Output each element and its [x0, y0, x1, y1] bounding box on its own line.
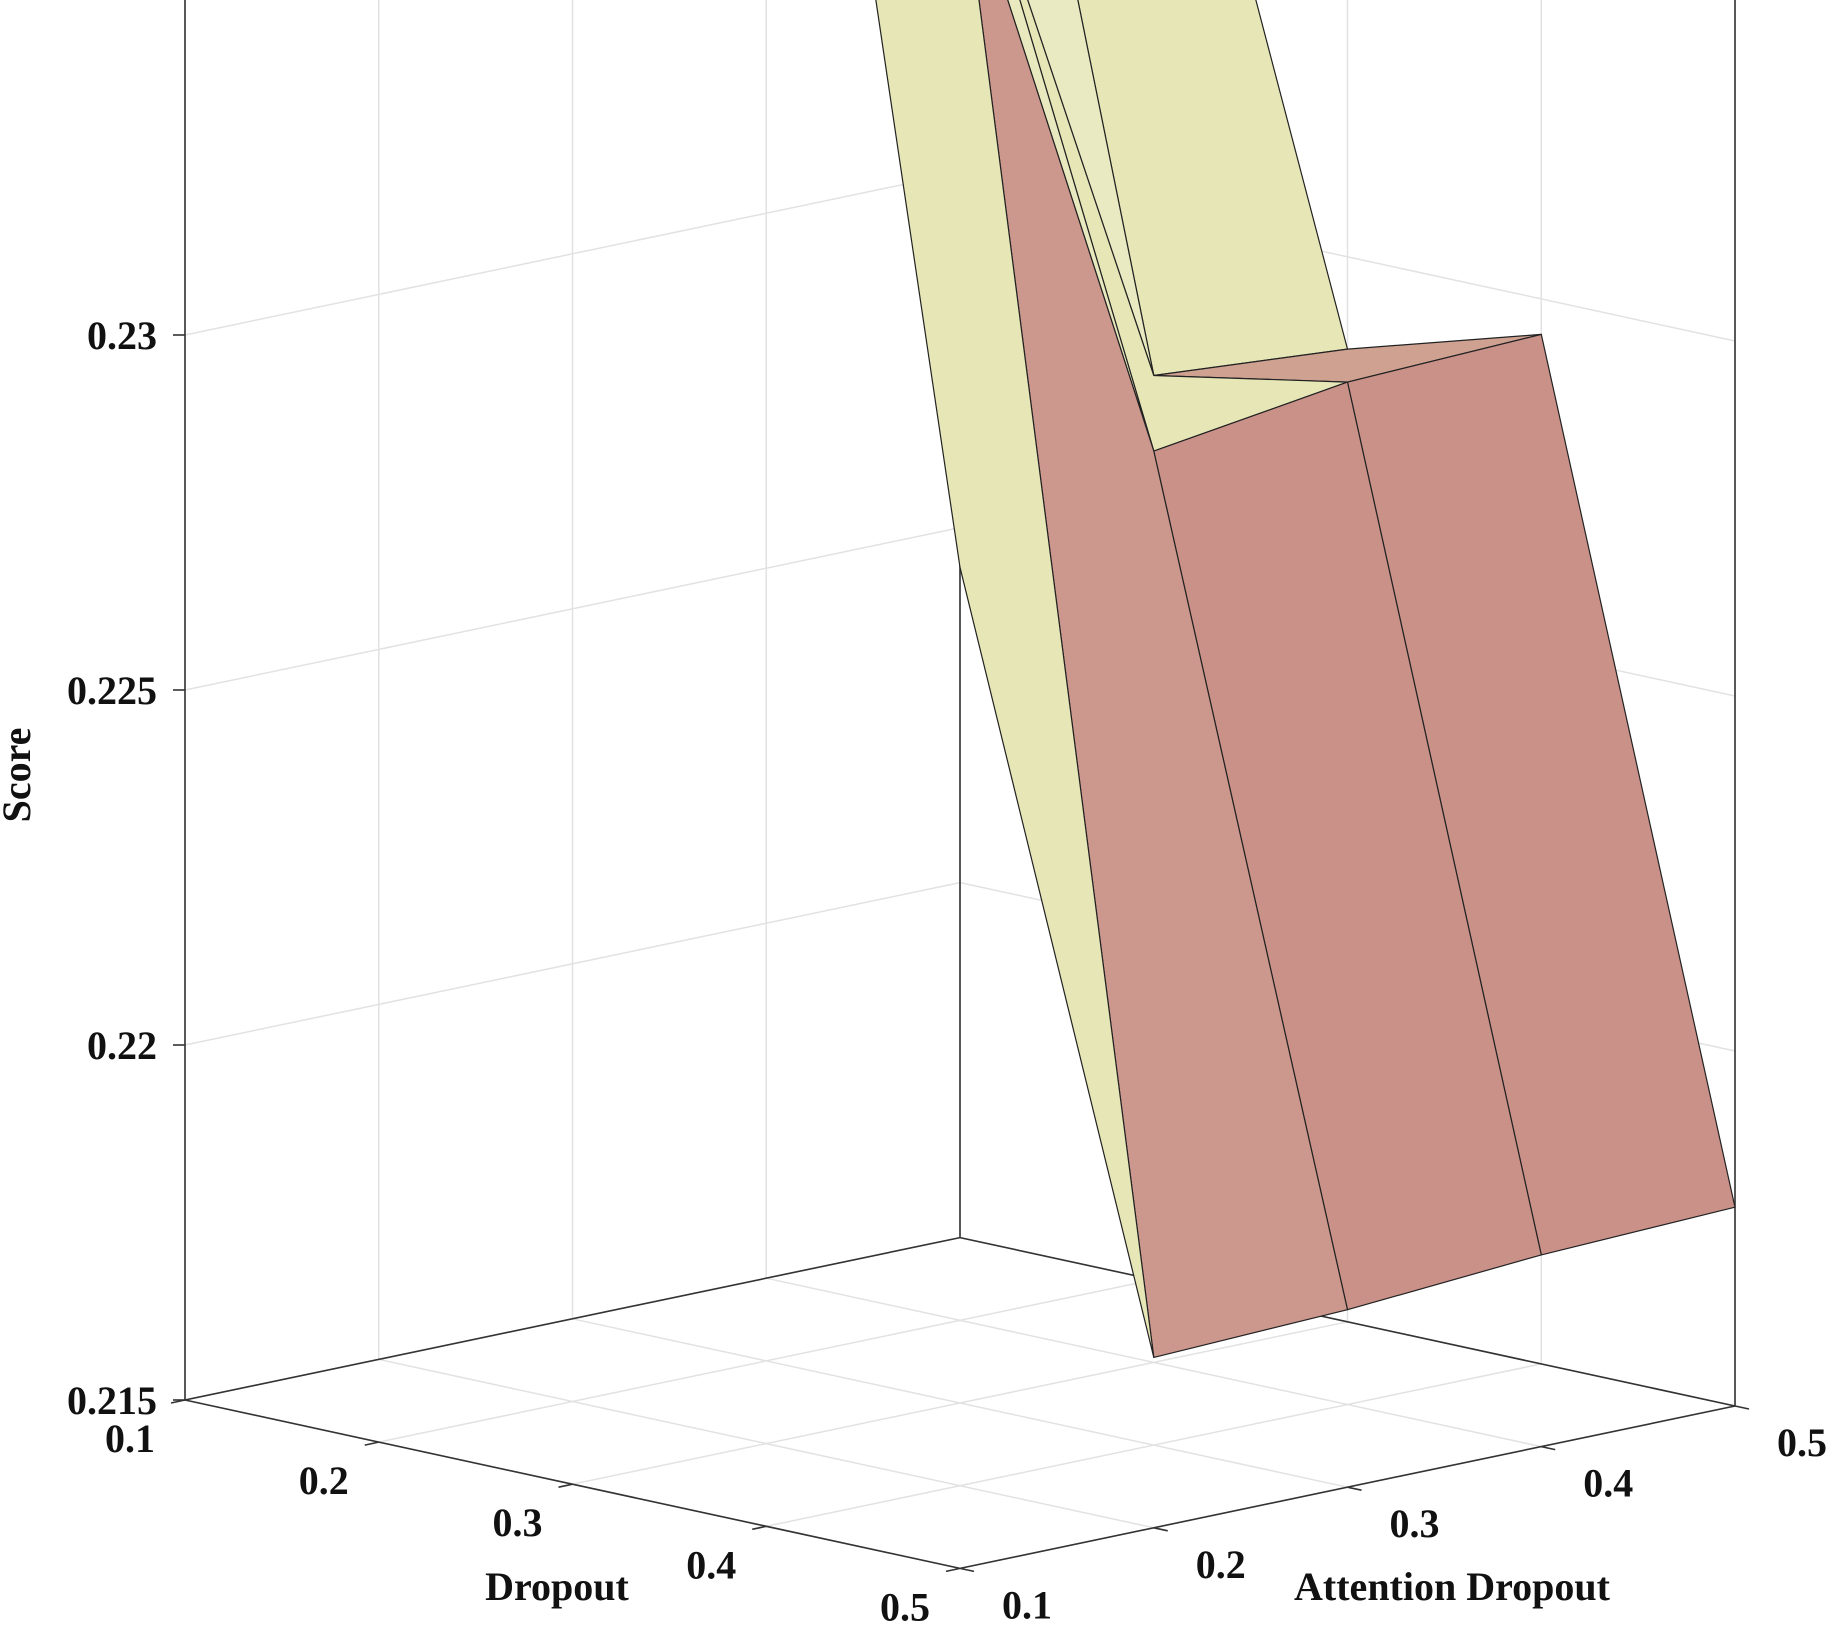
y-tick-mark [1734, 1405, 1750, 1410]
z-tick-label: 0.215 [67, 1378, 157, 1423]
z-tick-label: 0.23 [87, 313, 157, 358]
surface [875, 0, 1736, 1359]
z-tick-label: 0.235 [67, 0, 157, 3]
grid-line [572, 1318, 1348, 1488]
x-tick-mark [558, 1483, 573, 1488]
y-tick-label: 0.2 [1196, 1542, 1246, 1587]
x-tick-mark [364, 1441, 379, 1446]
axis-line [959, 1236, 1736, 1407]
z-tick-label: 0.225 [67, 668, 157, 713]
x-tick-label: 0.3 [493, 1500, 543, 1545]
y-axis-title: Attention Dropout [1294, 1564, 1611, 1609]
y-tick-label: 0.3 [1390, 1501, 1440, 1546]
y-tick-mark [959, 1567, 975, 1573]
tick-labels: 0.2150.220.2250.230.2350.240.2450.250.10… [67, 0, 1827, 1629]
grid-line [766, 1277, 1542, 1448]
z-axis-title: Score [0, 728, 39, 823]
y-tick-mark [1153, 1527, 1168, 1532]
y-tick-label: 0.4 [1583, 1461, 1633, 1506]
x-tick-label: 0.2 [299, 1458, 349, 1503]
x-tick-label: 0.4 [686, 1542, 736, 1587]
surface-patch [875, 0, 1155, 1359]
z-tick-label: 0.22 [87, 1023, 157, 1068]
x-tick-label: 0.1 [105, 1416, 155, 1461]
axis-line [184, 1236, 961, 1401]
x-axis-title: Dropout [485, 1564, 629, 1609]
y-tick-label: 0.1 [1002, 1582, 1052, 1627]
x-tick-label: 0.5 [880, 1584, 930, 1629]
axes-box [184, 0, 1736, 1570]
y-tick-mark [1347, 1486, 1362, 1491]
x-tick-mark [945, 1567, 961, 1573]
y-tick-label: 0.5 [1777, 1420, 1827, 1465]
x-tick-mark [170, 1399, 186, 1404]
x-tick-mark [752, 1525, 767, 1531]
grid-line [378, 1358, 1154, 1529]
y-tick-mark [1541, 1445, 1556, 1451]
